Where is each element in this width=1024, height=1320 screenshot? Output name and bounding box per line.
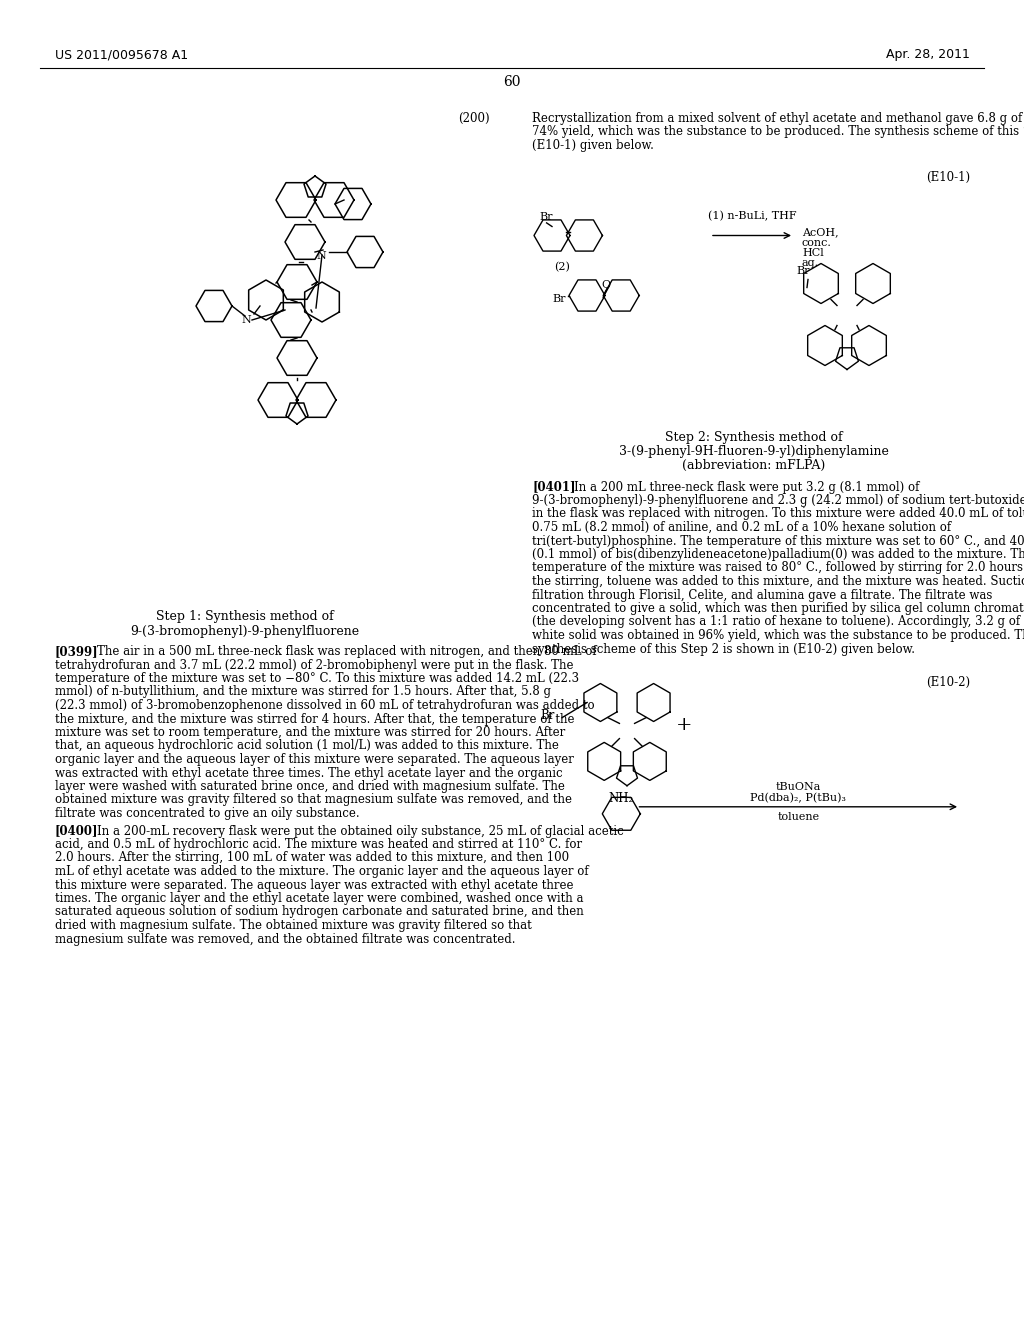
- Text: Step 2: Synthesis method of: Step 2: Synthesis method of: [665, 430, 843, 444]
- Text: N: N: [241, 315, 251, 325]
- Text: 2.0 hours. After the stirring, 100 mL of water was added to this mixture, and th: 2.0 hours. After the stirring, 100 mL of…: [55, 851, 569, 865]
- Text: (E10-2): (E10-2): [926, 676, 970, 689]
- Text: Step 1: Synthesis method of: Step 1: Synthesis method of: [156, 610, 334, 623]
- Text: temperature of the mixture was set to −80° C. To this mixture was added 14.2 mL : temperature of the mixture was set to −8…: [55, 672, 580, 685]
- Text: US 2011/0095678 A1: US 2011/0095678 A1: [55, 48, 188, 61]
- Text: (0.1 mmol) of bis(dibenzylideneacetone)palladium(0) was added to the mixture. Th: (0.1 mmol) of bis(dibenzylideneacetone)p…: [532, 548, 1024, 561]
- Text: (1) n-BuLi, THF: (1) n-BuLi, THF: [708, 211, 797, 222]
- Text: +: +: [676, 717, 692, 734]
- Text: tri(tert-butyl)phosphine. The temperature of this mixture was set to 60° C., and: tri(tert-butyl)phosphine. The temperatur…: [532, 535, 1024, 548]
- Text: aq.: aq.: [802, 257, 819, 268]
- Text: AcOH,: AcOH,: [802, 227, 839, 238]
- Text: The air in a 500 mL three-neck flask was replaced with nitrogen, and then 80 mL : The air in a 500 mL three-neck flask was…: [97, 645, 597, 657]
- Text: [0401]: [0401]: [532, 480, 575, 494]
- Text: Br: Br: [540, 709, 554, 722]
- Text: (E10-1) given below.: (E10-1) given below.: [532, 139, 654, 152]
- Text: (E10-1): (E10-1): [926, 170, 970, 183]
- Text: toluene: toluene: [777, 812, 819, 822]
- Text: In a 200 mL three-neck flask were put 3.2 g (8.1 mmol) of: In a 200 mL three-neck flask were put 3.…: [574, 480, 920, 494]
- Text: filtration through Florisil, Celite, and alumina gave a filtrate. The filtrate w: filtration through Florisil, Celite, and…: [532, 589, 992, 602]
- Text: times. The organic layer and the ethyl acetate layer were combined, washed once : times. The organic layer and the ethyl a…: [55, 892, 584, 906]
- Text: Br: Br: [796, 265, 810, 276]
- Text: (22.3 mmol) of 3-bromobenzophenone dissolved in 60 mL of tetrahydrofuran was add: (22.3 mmol) of 3-bromobenzophenone disso…: [55, 700, 595, 711]
- Text: N: N: [316, 251, 326, 261]
- Text: 9-(3-bromophenyl)-9-phenylfluorene and 2.3 g (24.2 mmol) of sodium tert-butoxide: 9-(3-bromophenyl)-9-phenylfluorene and 2…: [532, 494, 1024, 507]
- Text: O: O: [601, 280, 610, 290]
- Text: the mixture, and the mixture was stirred for 4 hours. After that, the temperatur: the mixture, and the mixture was stirred…: [55, 713, 574, 726]
- Text: tetrahydrofuran and 3.7 mL (22.2 mmol) of 2-bromobiphenyl were put in the flask.: tetrahydrofuran and 3.7 mL (22.2 mmol) o…: [55, 659, 573, 672]
- Text: Br: Br: [539, 211, 553, 222]
- Text: saturated aqueous solution of sodium hydrogen carbonate and saturated brine, and: saturated aqueous solution of sodium hyd…: [55, 906, 584, 919]
- Text: (2): (2): [554, 261, 570, 272]
- Text: synthesis scheme of this Step 2 is shown in (E10-2) given below.: synthesis scheme of this Step 2 is shown…: [532, 643, 915, 656]
- Text: Recrystallization from a mixed solvent of ethyl acetate and methanol gave 6.8 g : Recrystallization from a mixed solvent o…: [532, 112, 1024, 125]
- Text: temperature of the mixture was raised to 80° C., followed by stirring for 2.0 ho: temperature of the mixture was raised to…: [532, 561, 1024, 574]
- Text: white solid was obtained in 96% yield, which was the substance to be produced. T: white solid was obtained in 96% yield, w…: [532, 630, 1024, 642]
- Text: was extracted with ethyl acetate three times. The ethyl acetate layer and the or: was extracted with ethyl acetate three t…: [55, 767, 562, 780]
- Text: mmol) of n-butyllithium, and the mixture was stirred for 1.5 hours. After that, : mmol) of n-butyllithium, and the mixture…: [55, 685, 551, 698]
- Text: layer were washed with saturated brine once, and dried with magnesium sulfate. T: layer were washed with saturated brine o…: [55, 780, 565, 793]
- Text: 74% yield, which was the substance to be produced. The synthesis scheme of this : 74% yield, which was the substance to be…: [532, 125, 1024, 139]
- Text: conc.: conc.: [802, 238, 831, 248]
- Text: Apr. 28, 2011: Apr. 28, 2011: [886, 48, 970, 61]
- Text: [0399]: [0399]: [55, 645, 98, 657]
- Text: (the developing solvent has a 1:1 ratio of hexane to toluene). Accordingly, 3.2 : (the developing solvent has a 1:1 ratio …: [532, 615, 1024, 628]
- Text: Br: Br: [552, 294, 565, 305]
- Text: [0400]: [0400]: [55, 825, 98, 837]
- Text: obtained mixture was gravity filtered so that magnesium sulfate was removed, and: obtained mixture was gravity filtered so…: [55, 793, 572, 807]
- Text: that, an aqueous hydrochloric acid solution (1 mol/L) was added to this mixture.: that, an aqueous hydrochloric acid solut…: [55, 739, 559, 752]
- Text: the stirring, toluene was added to this mixture, and the mixture was heated. Suc: the stirring, toluene was added to this …: [532, 576, 1024, 587]
- Text: NH₂: NH₂: [608, 792, 634, 805]
- Text: in the flask was replaced with nitrogen. To this mixture were added 40.0 mL of t: in the flask was replaced with nitrogen.…: [532, 507, 1024, 520]
- Text: 9-(3-bromophenyl)-9-phenylfluorene: 9-(3-bromophenyl)-9-phenylfluorene: [130, 624, 359, 638]
- Text: HCl: HCl: [802, 248, 823, 257]
- Text: dried with magnesium sulfate. The obtained mixture was gravity filtered so that: dried with magnesium sulfate. The obtain…: [55, 919, 531, 932]
- Text: In a 200-mL recovery flask were put the obtained oily substance, 25 mL of glacia: In a 200-mL recovery flask were put the …: [97, 825, 624, 837]
- Text: concentrated to give a solid, which was then purified by silica gel column chrom: concentrated to give a solid, which was …: [532, 602, 1024, 615]
- Text: 3-(9-phenyl-9H-fluoren-9-yl)diphenylamine: 3-(9-phenyl-9H-fluoren-9-yl)diphenylamin…: [618, 445, 889, 458]
- Text: acid, and 0.5 mL of hydrochloric acid. The mixture was heated and stirred at 110: acid, and 0.5 mL of hydrochloric acid. T…: [55, 838, 582, 851]
- Text: Pd(dba)₂, P(tBu)₃: Pd(dba)₂, P(tBu)₃: [751, 792, 846, 803]
- Text: tBuONa: tBuONa: [775, 781, 821, 792]
- Text: this mixture were separated. The aqueous layer was extracted with ethyl acetate : this mixture were separated. The aqueous…: [55, 879, 573, 891]
- Text: 60: 60: [503, 75, 521, 88]
- Text: filtrate was concentrated to give an oily substance.: filtrate was concentrated to give an oil…: [55, 807, 359, 820]
- Text: magnesium sulfate was removed, and the obtained filtrate was concentrated.: magnesium sulfate was removed, and the o…: [55, 932, 515, 945]
- Text: mixture was set to room temperature, and the mixture was stirred for 20 hours. A: mixture was set to room temperature, and…: [55, 726, 565, 739]
- Text: (200): (200): [458, 112, 489, 125]
- Text: mL of ethyl acetate was added to the mixture. The organic layer and the aqueous : mL of ethyl acetate was added to the mix…: [55, 865, 589, 878]
- Text: (abbreviation: mFLPA): (abbreviation: mFLPA): [682, 458, 825, 471]
- Text: organic layer and the aqueous layer of this mixture were separated. The aqueous : organic layer and the aqueous layer of t…: [55, 752, 573, 766]
- Text: 0.75 mL (8.2 mmol) of aniline, and 0.2 mL of a 10% hexane solution of: 0.75 mL (8.2 mmol) of aniline, and 0.2 m…: [532, 521, 951, 535]
